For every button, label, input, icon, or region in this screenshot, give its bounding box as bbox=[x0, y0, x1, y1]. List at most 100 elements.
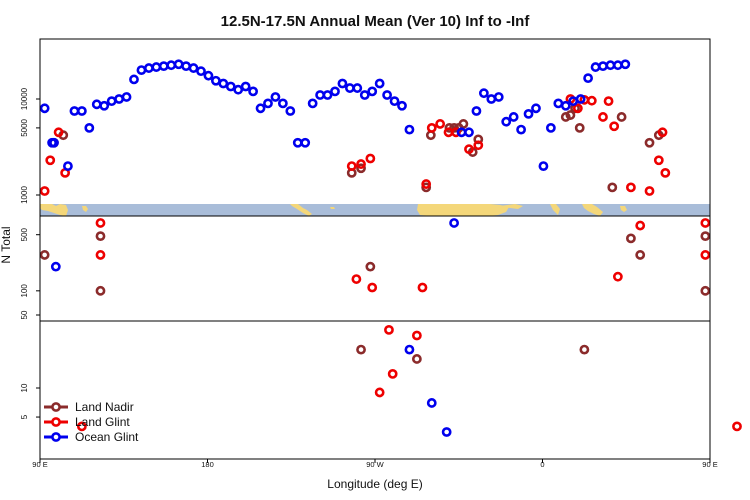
ocean-glint-point bbox=[39, 103, 50, 114]
ocean-glint-point bbox=[575, 94, 586, 104]
ocean-glint-point bbox=[188, 63, 199, 73]
ocean-glint-point bbox=[449, 218, 459, 228]
legend-label-ocean-glint: Ocean Glint bbox=[75, 430, 139, 444]
legend-label-land-nadir: Land Nadir bbox=[75, 400, 134, 414]
land-nadir-point bbox=[39, 250, 50, 260]
land-glint-point bbox=[367, 282, 378, 293]
land-glint-point bbox=[39, 186, 50, 196]
y-tick-label: 500 bbox=[20, 227, 29, 241]
land-glint-point bbox=[384, 325, 394, 335]
ocean-glint-point bbox=[330, 86, 340, 97]
land-glint-point bbox=[700, 250, 711, 260]
y-tick-label: 5 bbox=[20, 414, 29, 419]
land-nadir-point bbox=[644, 137, 655, 148]
land-glint-point bbox=[473, 140, 484, 151]
land-nadir-point bbox=[626, 233, 636, 244]
legend-marker-ocean-glint bbox=[51, 432, 61, 442]
world-map-strip bbox=[40, 204, 710, 216]
x-axis-ticks: 90 E 180 90 W 0 90 E bbox=[32, 459, 718, 469]
land-southeast-asia bbox=[582, 204, 603, 216]
ocean-glint-point bbox=[404, 344, 415, 355]
land-nadir-point bbox=[607, 182, 618, 193]
ocean-glint-point bbox=[441, 427, 452, 437]
land-glint-point bbox=[660, 167, 671, 178]
ocean-glint-point bbox=[516, 124, 526, 135]
land-arabia-india bbox=[550, 204, 560, 215]
ocean-glint-point bbox=[255, 103, 266, 114]
land-philippines bbox=[82, 206, 88, 212]
ocean-glint-point bbox=[478, 88, 489, 99]
land-nadir-point bbox=[473, 134, 484, 145]
land-nadir-point bbox=[95, 231, 106, 242]
ocean-glint-point bbox=[248, 86, 258, 97]
land-nadir-point bbox=[444, 122, 455, 133]
land-asia-west bbox=[40, 204, 68, 216]
ocean-glint-point bbox=[359, 90, 370, 100]
land-glint-point bbox=[653, 155, 664, 166]
land-nadir-point bbox=[356, 163, 366, 174]
y-tick-label: 10 bbox=[20, 383, 29, 392]
land-central-america bbox=[290, 204, 312, 216]
land-glint-point bbox=[732, 421, 742, 432]
land-nadir-point bbox=[565, 110, 576, 120]
x-tick-label: 180 bbox=[201, 460, 214, 469]
ocean-glint-point bbox=[50, 261, 61, 272]
ocean-glint-point bbox=[225, 81, 236, 92]
x-tick-label: 0 bbox=[540, 460, 544, 469]
chart-title: 12.5N-17.5N Annual Mean (Ver 10) Inf to … bbox=[221, 13, 531, 30]
ocean-glint-point bbox=[352, 83, 363, 93]
land-glint-point bbox=[644, 186, 655, 196]
land-glint-point bbox=[95, 250, 106, 260]
land-nadir-point bbox=[356, 344, 366, 355]
land-glint-point bbox=[612, 271, 623, 282]
ocean-glint-point bbox=[560, 100, 571, 111]
ocean-glint-point bbox=[501, 116, 512, 127]
ocean-glint-point bbox=[270, 92, 281, 102]
land-caribbean bbox=[330, 207, 335, 209]
ocean-glint-point bbox=[49, 137, 59, 148]
legend-marker-land-glint bbox=[51, 417, 61, 427]
land-glint-point bbox=[45, 155, 56, 166]
ocean-glint-point bbox=[322, 90, 333, 100]
ocean-glint-point bbox=[397, 100, 407, 111]
ocean-band bbox=[40, 204, 710, 216]
land-glint-point bbox=[700, 218, 711, 228]
ocean-glint-point bbox=[374, 78, 385, 89]
land-glint-point bbox=[365, 153, 376, 164]
land-glint-point bbox=[426, 122, 437, 133]
y-tick-label: 1000 bbox=[20, 186, 29, 204]
land-nadir-point bbox=[616, 112, 627, 122]
land-glint-point bbox=[421, 179, 432, 189]
ocean-glint-point bbox=[84, 122, 95, 133]
ocean-glint-point bbox=[404, 124, 415, 135]
x-tick-label: 90 E bbox=[702, 460, 717, 469]
ocean-glint-point bbox=[471, 106, 482, 116]
y-tick-label: 50 bbox=[20, 310, 29, 319]
land-glint-point bbox=[346, 161, 357, 172]
land-glint-point bbox=[451, 127, 461, 138]
land-glint-point bbox=[609, 121, 620, 132]
ocean-glint-point bbox=[367, 86, 378, 97]
plot-frame bbox=[39, 38, 711, 460]
land-nadir-point bbox=[579, 344, 590, 355]
land-glint-point bbox=[351, 274, 362, 284]
land-glint-point bbox=[411, 330, 422, 341]
ocean-glint-point bbox=[277, 98, 288, 109]
ocean-glint-point bbox=[240, 81, 251, 92]
ocean-glint-point bbox=[493, 92, 504, 102]
land-glint-point bbox=[76, 421, 87, 432]
land-glint-point bbox=[53, 127, 64, 138]
land-glint-point bbox=[95, 218, 106, 228]
land-nadir-point bbox=[411, 354, 422, 364]
land-glint-point bbox=[417, 282, 428, 293]
ocean-glint-point bbox=[583, 73, 593, 84]
land-nadir-point bbox=[574, 122, 585, 133]
ocean-glint-point bbox=[300, 137, 311, 148]
ocean-glint-point bbox=[99, 100, 110, 111]
land-nadir-point bbox=[365, 261, 376, 272]
land-nadir-point bbox=[700, 231, 711, 242]
data-markers bbox=[39, 59, 742, 437]
ocean-glint-point bbox=[233, 84, 244, 95]
